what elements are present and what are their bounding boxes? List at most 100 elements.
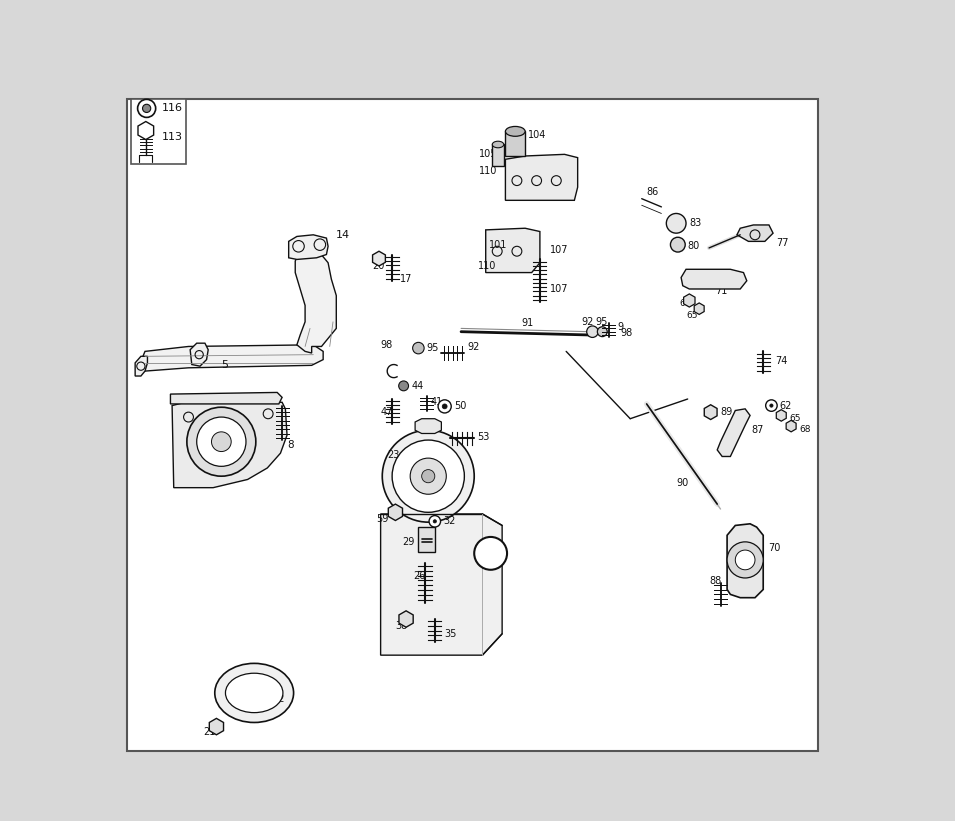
Circle shape (434, 520, 436, 523)
Text: 92: 92 (468, 342, 480, 352)
Circle shape (438, 400, 451, 413)
Circle shape (770, 404, 773, 407)
Text: 22: 22 (272, 695, 285, 704)
Text: 98: 98 (621, 328, 632, 338)
Polygon shape (684, 294, 695, 307)
Bar (418, 527, 435, 552)
Polygon shape (786, 420, 796, 432)
Text: 29: 29 (402, 537, 414, 547)
Circle shape (727, 542, 763, 578)
Text: 70: 70 (768, 544, 780, 553)
Text: 59: 59 (375, 514, 388, 524)
Ellipse shape (215, 663, 293, 722)
Ellipse shape (492, 141, 504, 148)
Text: 32: 32 (443, 516, 456, 526)
Polygon shape (209, 718, 223, 735)
Text: 74: 74 (775, 356, 787, 366)
Text: 62: 62 (779, 401, 792, 410)
Text: 98: 98 (381, 340, 393, 350)
Circle shape (138, 99, 156, 117)
Circle shape (398, 381, 409, 391)
Text: 105: 105 (479, 149, 498, 159)
Text: 95: 95 (427, 343, 439, 353)
Text: 68: 68 (679, 300, 691, 308)
Text: 68: 68 (799, 425, 811, 433)
Text: 77: 77 (776, 238, 789, 248)
Text: 110: 110 (479, 166, 498, 176)
Circle shape (475, 537, 507, 570)
Circle shape (211, 432, 231, 452)
Polygon shape (727, 524, 763, 598)
Text: 21: 21 (203, 727, 216, 737)
Text: 107: 107 (550, 245, 568, 255)
Polygon shape (486, 228, 540, 273)
Circle shape (586, 326, 598, 337)
Ellipse shape (225, 673, 283, 713)
Circle shape (187, 407, 256, 476)
Text: 88: 88 (709, 576, 721, 586)
Text: 5: 5 (222, 360, 228, 369)
Circle shape (442, 404, 447, 409)
Text: 23: 23 (387, 450, 399, 460)
Text: 87: 87 (752, 425, 764, 435)
Text: 101: 101 (489, 240, 507, 250)
Text: 90: 90 (676, 478, 689, 488)
Text: 41: 41 (431, 397, 443, 407)
Polygon shape (389, 504, 402, 521)
Circle shape (670, 237, 686, 252)
Text: 47: 47 (381, 407, 393, 417)
Text: 44: 44 (412, 381, 424, 391)
Polygon shape (170, 392, 282, 404)
Text: 65: 65 (686, 311, 697, 319)
Polygon shape (141, 345, 323, 371)
Polygon shape (190, 343, 208, 366)
Polygon shape (136, 356, 147, 376)
Polygon shape (288, 235, 329, 259)
Bar (127, 99, 818, 751)
Circle shape (197, 417, 246, 466)
Circle shape (411, 458, 446, 494)
Text: 17: 17 (400, 274, 413, 284)
Text: 80: 80 (688, 241, 700, 251)
Text: 107: 107 (550, 284, 568, 294)
Circle shape (422, 470, 435, 483)
Text: 116: 116 (161, 103, 182, 113)
Polygon shape (776, 410, 786, 421)
Bar (505, 131, 525, 156)
Polygon shape (717, 409, 750, 456)
Polygon shape (704, 405, 717, 420)
Polygon shape (694, 303, 704, 314)
Text: 95: 95 (596, 317, 608, 327)
Text: 89: 89 (720, 407, 732, 417)
Ellipse shape (505, 126, 525, 136)
Text: 53: 53 (478, 432, 490, 442)
Bar (131, 99, 186, 164)
Polygon shape (172, 402, 287, 488)
Circle shape (766, 400, 777, 411)
Text: 113: 113 (161, 132, 182, 142)
Text: 104: 104 (528, 130, 547, 140)
Circle shape (393, 440, 464, 512)
Polygon shape (415, 419, 441, 433)
Text: 50: 50 (454, 401, 466, 411)
Circle shape (667, 213, 686, 233)
Polygon shape (505, 154, 578, 200)
Text: 65: 65 (790, 415, 801, 423)
Polygon shape (737, 225, 773, 241)
Circle shape (598, 327, 607, 337)
Polygon shape (399, 611, 414, 627)
Text: 9: 9 (617, 322, 624, 332)
Text: 92: 92 (581, 317, 593, 327)
Text: 91: 91 (521, 319, 534, 328)
Polygon shape (681, 269, 747, 289)
Polygon shape (138, 122, 154, 140)
Circle shape (735, 550, 755, 570)
Text: 14: 14 (336, 230, 350, 240)
Circle shape (413, 342, 424, 354)
Text: 56: 56 (483, 548, 498, 558)
Circle shape (429, 516, 440, 527)
Bar (492, 144, 504, 166)
Circle shape (382, 430, 475, 522)
Text: 110: 110 (478, 261, 496, 271)
Polygon shape (381, 514, 502, 655)
